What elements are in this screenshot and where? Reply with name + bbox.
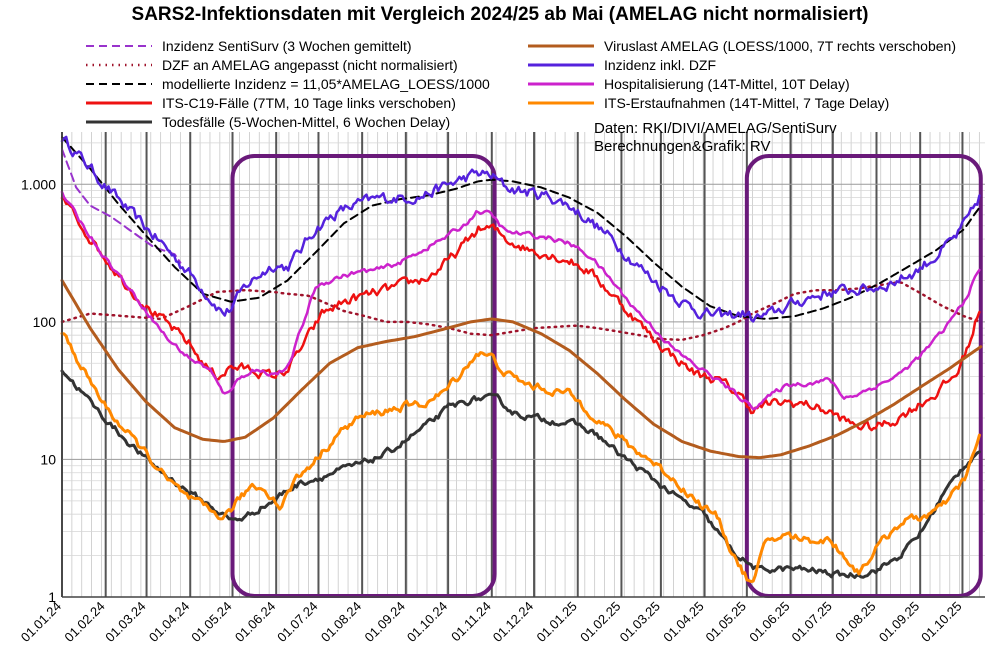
- series-lines: [60, 135, 983, 583]
- legend-label: Todesfälle (5-Wochen-Mittel, 6 Wochen De…: [162, 114, 451, 130]
- x-tick-label: 01.03.24: [102, 599, 148, 645]
- legend-swatch: [528, 44, 594, 48]
- series-line-1: [61, 148, 182, 264]
- series-line-9: [60, 332, 981, 583]
- series-line-4: [60, 135, 981, 323]
- series-line-6: [60, 369, 981, 579]
- y-tick-label: 100: [33, 314, 57, 330]
- legend-swatch: [528, 63, 594, 67]
- legend-entry-its-cases: ITS-C19-Fälle (7TM, 10 Tage links versch…: [84, 93, 456, 113]
- legend-entry-viral-load: Viruslast AMELAG (LOESS/1000, 7T rechts …: [526, 36, 956, 56]
- x-tick-label: 01.07.25: [789, 599, 835, 645]
- legend-entry-sentisurv: Inzidenz SentiSurv (3 Wochen gemittelt): [84, 36, 412, 56]
- legend-swatch: [86, 63, 152, 67]
- x-tick-label: 01.07.24: [274, 599, 320, 645]
- x-tick-label: 01.05.24: [188, 599, 234, 645]
- legend-label: Viruslast AMELAG (LOESS/1000, 7T rechts …: [604, 38, 956, 54]
- y-tick-label: 1.000: [21, 176, 56, 192]
- x-tick-label: 01.03.25: [617, 599, 663, 645]
- x-tick-label: 01.08.24: [318, 599, 364, 645]
- legend-swatch: [528, 82, 594, 86]
- legend-entry-its-admissions: ITS-Erstaufnahmen (14T-Mittel, 7 Tage De…: [526, 93, 889, 113]
- x-tick-label: 01.01.25: [533, 599, 579, 645]
- legend-entry-modelled-incidence: modellierte Inzidenz = 11,05*AMELAG_LOES…: [84, 74, 490, 94]
- legend-entry-incidence-dzf: Inzidenz inkl. DZF: [526, 55, 716, 75]
- x-tick-label: 01.10.25: [918, 599, 964, 645]
- highlight-box-2: [744, 154, 983, 598]
- legend-swatch: [86, 83, 152, 85]
- axes: 1101001.00001.01.2401.02.2401.03.2401.04…: [18, 132, 985, 645]
- x-tick-label: 01.12.24: [490, 599, 536, 645]
- source-data-note: Daten: RKI/DIVI/AMELAG/SentiSurv: [594, 120, 837, 137]
- x-tick-label: 01.04.24: [146, 599, 192, 645]
- series-line-7: [60, 279, 983, 460]
- highlight-boxes: [230, 154, 983, 598]
- x-tick-label: 01.10.24: [404, 599, 450, 645]
- legend-label: DZF an AMELAG angepasst (nicht normalisi…: [162, 57, 458, 73]
- legend-entry-dzf: DZF an AMELAG angepasst (nicht normalisi…: [84, 55, 458, 75]
- y-tick-label: 1: [48, 589, 56, 605]
- x-tick-label: 01.06.24: [232, 599, 278, 645]
- series-line-3: [61, 136, 982, 320]
- legend-label: ITS-Erstaufnahmen (14T-Mittel, 7 Tage De…: [604, 95, 890, 111]
- legend-label: ITS-C19-Fälle (7TM, 10 Tage links versch…: [162, 95, 456, 111]
- y-tick-label: 10: [40, 451, 56, 467]
- highlight-box-1: [230, 154, 497, 598]
- x-tick-label: 01.08.25: [832, 599, 878, 645]
- x-tick-label: 01.09.24: [362, 599, 408, 645]
- legend-swatch: [86, 101, 152, 105]
- legend-label: Inzidenz SentiSurv (3 Wochen gemittelt): [162, 38, 412, 54]
- x-tick-label: 01.06.25: [746, 599, 792, 645]
- legend-entry-deaths: Todesfälle (5-Wochen-Mittel, 6 Wochen De…: [84, 112, 450, 132]
- legend-swatch: [86, 45, 152, 47]
- x-tick-label: 01.02.25: [577, 599, 623, 645]
- source-credit-note: Berechnungen&Grafik: RV: [594, 138, 771, 155]
- x-tick-label: 01.09.25: [876, 599, 922, 645]
- x-tick-label: 01.05.25: [703, 599, 749, 645]
- legend-label: modellierte Inzidenz = 11,05*AMELAG_LOES…: [162, 76, 490, 92]
- series-line-8: [60, 190, 981, 411]
- x-tick-label: 01.01.24: [18, 599, 64, 645]
- x-tick-label: 01.04.25: [660, 599, 706, 645]
- legend-label: Inzidenz inkl. DZF: [604, 57, 717, 73]
- legend-swatch: [86, 120, 152, 124]
- legend-label: Hospitalisierung (14T-Mittel, 10T Delay): [604, 76, 850, 92]
- minor-gridlines: [61, 132, 985, 597]
- legend-entry-hospitalisation: Hospitalisierung (14T-Mittel, 10T Delay): [526, 74, 850, 94]
- x-tick-label: 01.11.24: [448, 599, 494, 645]
- series-line-2: [60, 280, 983, 342]
- chart-title: SARS2-Infektionsdaten mit Vergleich 2024…: [131, 4, 869, 25]
- x-tick-label: 01.02.24: [61, 599, 107, 645]
- legend-swatch: [528, 101, 594, 105]
